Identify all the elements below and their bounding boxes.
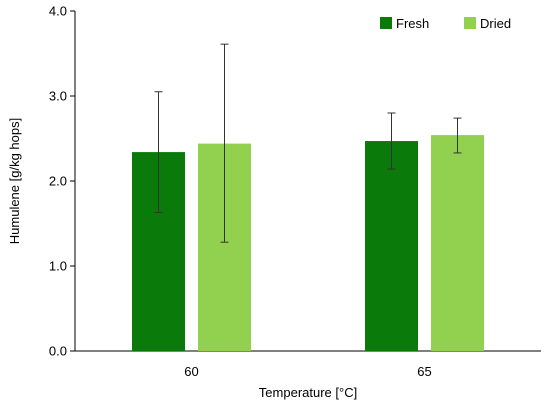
- x-tick-label: 65: [417, 364, 431, 379]
- y-tick-label: 1.0: [49, 259, 67, 274]
- y-tick-label: 2.0: [49, 174, 67, 189]
- legend: Fresh Dried: [380, 16, 511, 31]
- x-axis-title: Temperature [°C]: [259, 385, 357, 400]
- y-tick-label: 3.0: [49, 89, 67, 104]
- x-axis-ticks: 60 65: [184, 364, 431, 379]
- legend-swatch-dried: [464, 17, 476, 29]
- bar-fresh-65: [365, 141, 418, 351]
- y-tick-label: 4.0: [49, 4, 67, 19]
- y-axis-ticks: 0.0 1.0 2.0 3.0 4.0: [49, 4, 75, 359]
- x-tick-label: 60: [184, 364, 198, 379]
- legend-label-dried: Dried: [480, 16, 511, 31]
- legend-swatch-fresh: [380, 17, 392, 29]
- y-tick-label: 0.0: [49, 344, 67, 359]
- error-bars: [154, 43, 462, 243]
- bar-dried-65: [431, 135, 484, 351]
- legend-label-fresh: Fresh: [396, 16, 429, 31]
- bars: [132, 135, 484, 351]
- y-axis-title: Humulene [g/kg hops]: [7, 118, 22, 244]
